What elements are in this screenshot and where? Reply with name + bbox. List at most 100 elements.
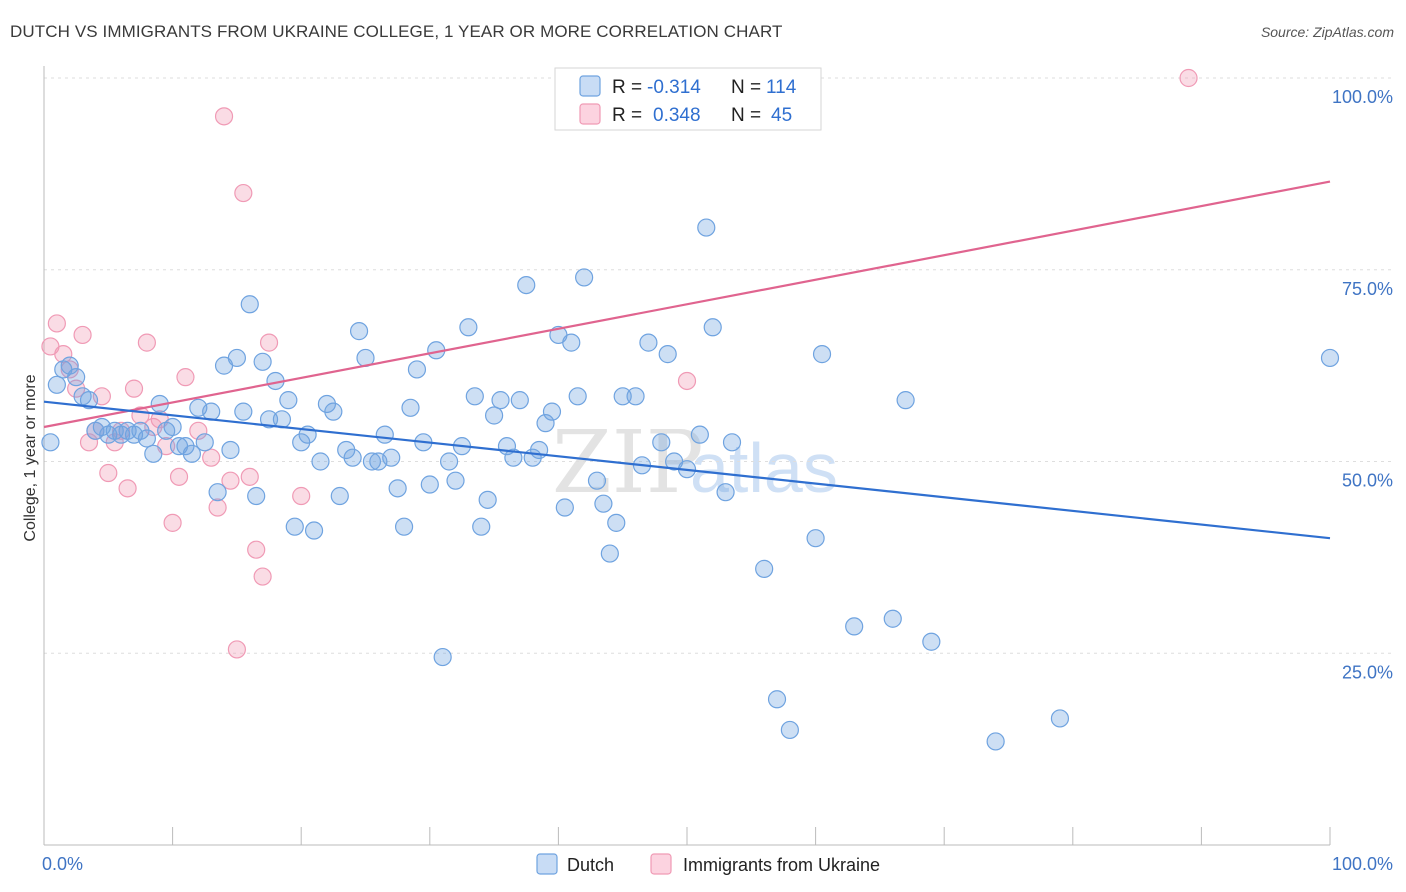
- dutch-point: [587, 471, 607, 490]
- trend-lines: [43, 180, 1331, 540]
- dutch-point: [144, 444, 163, 463]
- dutch-point: [607, 513, 626, 532]
- dutch-point: [304, 521, 324, 540]
- dutch-point: [439, 452, 459, 471]
- dutch-point: [67, 368, 86, 387]
- dutch-point: [806, 529, 825, 548]
- dutch-point: [182, 444, 201, 463]
- axes: [43, 66, 1331, 846]
- dutch-point: [986, 732, 1005, 751]
- ukraine-point: [259, 333, 279, 352]
- grid-lines: [44, 77, 1392, 654]
- watermark-atlas: atlas: [690, 429, 838, 507]
- dutch-point: [259, 410, 279, 429]
- x-tick-labels: 0.0% 100.0%: [42, 854, 1393, 874]
- ukraine-point: [47, 314, 66, 333]
- dutch-point: [195, 433, 214, 452]
- dutch-point: [575, 268, 594, 287]
- ukraine-point: [253, 567, 272, 586]
- dutch-point: [755, 559, 774, 578]
- legend-dutch-r-value: -0.314: [647, 77, 701, 98]
- dutch-point: [883, 609, 902, 628]
- bottom-legend-dutch-swatch: [536, 853, 558, 875]
- dutch-point: [79, 391, 99, 410]
- dutch-point: [202, 402, 221, 421]
- dutch-point: [690, 425, 709, 444]
- bottom-legend-ukraine-swatch: [650, 853, 672, 875]
- ukraine-point: [118, 479, 137, 498]
- dutch-point: [362, 452, 382, 471]
- legend-ukraine-r-label: R =: [612, 105, 642, 126]
- y-tick-label: 50.0%: [1342, 471, 1393, 491]
- dutch-point: [343, 448, 362, 467]
- dutch-point: [459, 318, 478, 337]
- legend-ukraine-swatch: [579, 103, 601, 125]
- dutch-point: [780, 720, 799, 740]
- dutch-point: [568, 387, 587, 406]
- dutch-point: [330, 486, 349, 506]
- x-tick-label-start: 0.0%: [42, 854, 83, 874]
- dutch-point: [542, 402, 562, 421]
- legend-box: R = -0.314 N = 114 R = 0.348 N = 45: [554, 67, 822, 131]
- dutch-point: [613, 387, 632, 406]
- dutch-point: [375, 425, 394, 444]
- dutch-point: [394, 517, 414, 536]
- chart-title: DUTCH VS IMMIGRANTS FROM UKRAINE COLLEGE…: [10, 22, 783, 41]
- dutch-point: [594, 494, 613, 513]
- dutch-point: [240, 295, 259, 314]
- dutch-point: [388, 479, 407, 498]
- dutch-point: [208, 483, 227, 502]
- ukraine-point: [202, 448, 221, 467]
- dutch-point: [234, 402, 253, 421]
- legend-ukraine-r-value: 0.348: [653, 105, 701, 126]
- ukraine-point: [99, 463, 118, 483]
- legend-dutch-n-label: N =: [731, 77, 761, 98]
- bottom-legend-ukraine-label: Immigrants from Ukraine: [683, 855, 880, 875]
- ukraine-point: [169, 467, 189, 486]
- bottom-legend-dutch-label: Dutch: [567, 855, 614, 875]
- source-credit: Source: ZipAtlas.com: [1260, 24, 1394, 40]
- dutch-point: [137, 429, 156, 448]
- ukraine-point: [227, 640, 246, 659]
- ukraine-point: [214, 107, 234, 126]
- dutch-point: [47, 375, 66, 394]
- dutch-point: [697, 218, 716, 237]
- dutch-point: [285, 517, 304, 536]
- dutch-point: [279, 391, 298, 410]
- bottom-legend: Dutch Immigrants from Ukraine: [536, 853, 880, 875]
- dutch-point: [626, 387, 645, 406]
- ukraine-point: [124, 379, 144, 398]
- dutch-point: [716, 483, 735, 502]
- ukraine-point: [163, 513, 182, 532]
- y-tick-label: 75.0%: [1342, 279, 1393, 299]
- dutch-point: [922, 632, 941, 651]
- ukraine-point: [247, 540, 266, 559]
- ukraine-point: [1179, 68, 1198, 88]
- legend-dutch-r-label: R =: [612, 77, 642, 98]
- dutch-point: [510, 391, 529, 410]
- dutch-point: [536, 414, 555, 433]
- dutch-point: [478, 490, 497, 509]
- ukraine-point: [137, 333, 156, 352]
- dutch-point: [221, 440, 240, 460]
- y-tick-labels: 25.0% 50.0% 75.0% 100.0%: [1332, 87, 1393, 682]
- y-axis-title: College, 1 year or more: [22, 374, 39, 541]
- dutch-point: [600, 544, 619, 563]
- dutch-point: [703, 318, 722, 337]
- legend-dutch-n-value: 114: [766, 77, 797, 98]
- dutch-point: [658, 345, 677, 364]
- dutch-point: [485, 406, 504, 425]
- dutch-point: [247, 486, 266, 506]
- dutch-point: [639, 333, 658, 352]
- dutch-point: [41, 433, 60, 452]
- dutch-point: [472, 517, 491, 536]
- dutch-point: [60, 356, 79, 375]
- dutch-point: [896, 391, 915, 410]
- ukraine-point: [189, 421, 208, 440]
- dutch-point: [163, 417, 182, 437]
- dutch-point: [562, 333, 581, 352]
- ukraine-point: [221, 471, 240, 490]
- dutch-point: [324, 402, 343, 421]
- dutch-point: [652, 433, 671, 452]
